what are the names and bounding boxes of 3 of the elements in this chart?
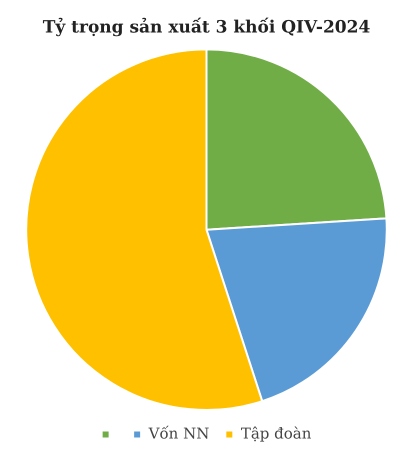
chart-title: Tỷ trọng sản xuất 3 khối QIV-2024 bbox=[42, 18, 370, 38]
legend-label: Vốn NN bbox=[148, 424, 210, 442]
legend-label: Tập đoàn bbox=[240, 424, 312, 442]
